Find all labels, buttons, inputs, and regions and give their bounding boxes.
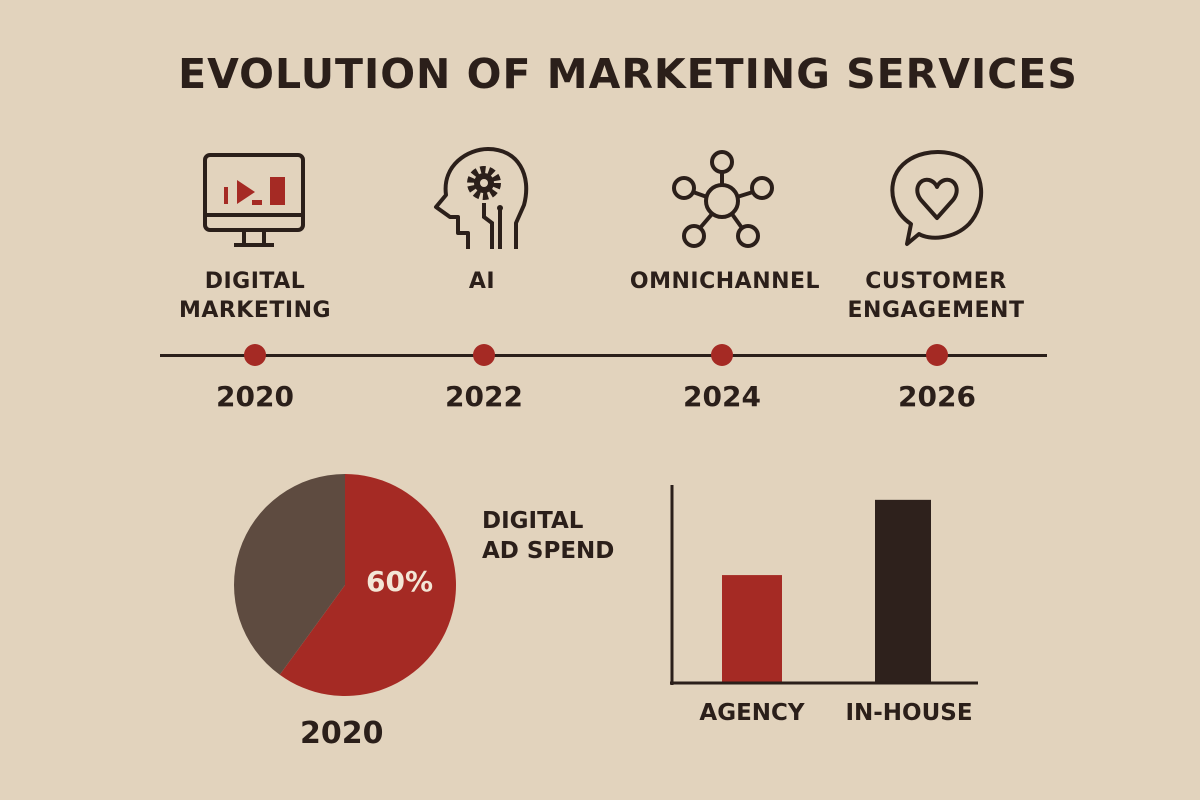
timeline-dot-2020 bbox=[244, 344, 266, 366]
pie-slice-label: 60% bbox=[366, 565, 434, 598]
timeline-dot-2026 bbox=[926, 344, 948, 366]
timeline-label-omnichannel: OMNICHANNEL bbox=[605, 267, 845, 296]
timeline-year: 2022 bbox=[445, 380, 523, 413]
timeline-dot-2022 bbox=[473, 344, 495, 366]
label-line: CUSTOMER bbox=[865, 269, 1007, 294]
chat-heart-icon bbox=[890, 150, 983, 246]
pie-slice-1 bbox=[234, 474, 345, 675]
label-line: AI bbox=[468, 269, 496, 294]
label-line: DIGITAL bbox=[204, 269, 306, 294]
timeline-year: 2020 bbox=[216, 380, 294, 413]
bar-chart bbox=[670, 485, 978, 685]
timeline-label-customer-engagement: CUSTOMER ENGAGEMENT bbox=[826, 267, 1046, 325]
bar-label-in-house: IN-HOUSE bbox=[845, 700, 973, 726]
timeline-year: 2024 bbox=[683, 380, 761, 413]
label-line: DIGITAL bbox=[482, 508, 584, 534]
page-title: EVOLUTION OF MARKETING SERVICES bbox=[178, 50, 1078, 98]
label-line: ENGAGEMENT bbox=[847, 298, 1025, 323]
pie-legend-label: DIGITAL AD SPEND bbox=[482, 506, 614, 566]
timeline-label-ai: AI bbox=[362, 267, 602, 296]
pie-caption: 2020 bbox=[300, 716, 384, 751]
label-line: OMNICHANNEL bbox=[629, 269, 821, 294]
pie-chart bbox=[234, 474, 457, 696]
label-line: MARKETING bbox=[178, 298, 332, 323]
bar-label-agency: AGENCY bbox=[699, 700, 805, 726]
timeline-dot-2024 bbox=[711, 344, 733, 366]
head-gear-ai-icon bbox=[434, 147, 529, 249]
monitor-chart-icon bbox=[203, 153, 305, 247]
bar-agency bbox=[722, 575, 782, 682]
bar-in-house bbox=[875, 499, 931, 682]
label-line: AD SPEND bbox=[482, 538, 615, 564]
network-hub-icon bbox=[672, 150, 774, 248]
timeline-axis bbox=[160, 354, 1047, 357]
timeline-year: 2026 bbox=[898, 380, 976, 413]
timeline-label-digital-marketing: DIGITAL MARKETING bbox=[135, 267, 375, 325]
pie-slice-0 bbox=[279, 474, 457, 696]
